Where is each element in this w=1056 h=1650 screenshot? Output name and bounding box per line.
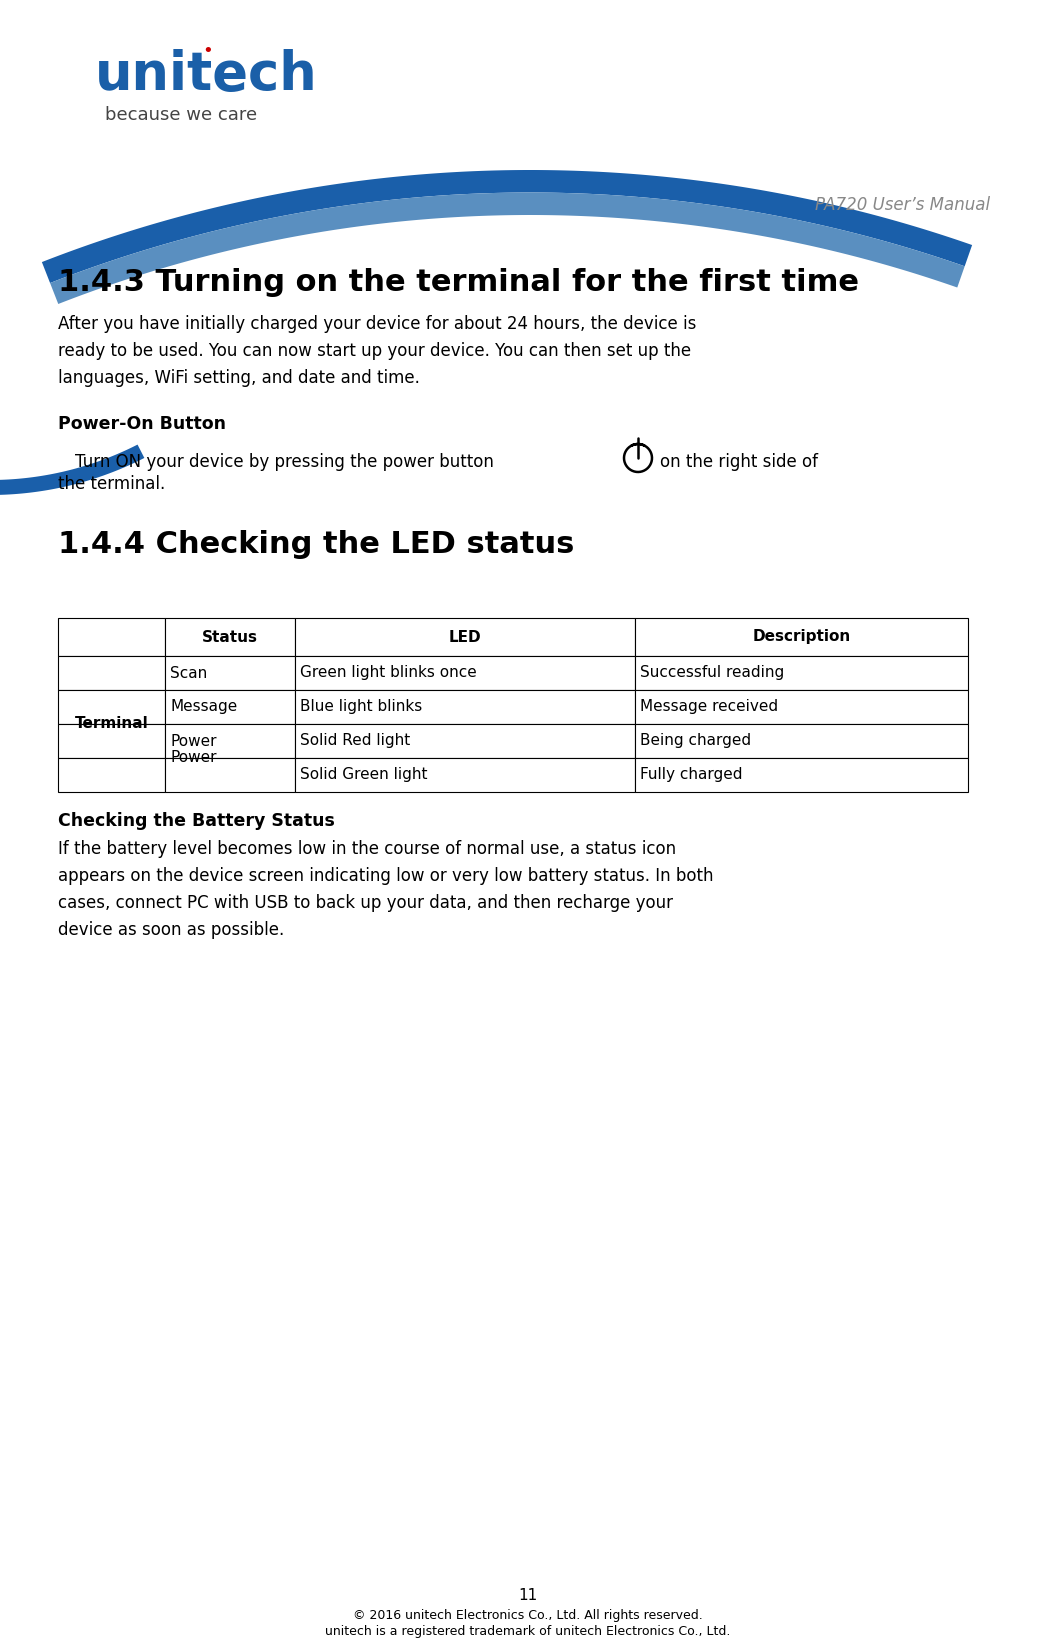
Bar: [58, 619, 165, 657]
Text: Blue light blinks: Blue light blinks: [300, 700, 422, 714]
Bar: [635, 619, 968, 657]
Text: 1.4.4 Checking the LED status: 1.4.4 Checking the LED status: [58, 530, 574, 559]
Text: Green light blinks once: Green light blinks once: [300, 665, 476, 680]
Text: •: •: [203, 41, 213, 59]
Bar: [58, 657, 165, 690]
Text: Power: Power: [170, 751, 216, 766]
Text: Scan: Scan: [170, 665, 207, 680]
Bar: [635, 724, 968, 757]
Bar: [165, 657, 295, 690]
Bar: [58, 724, 165, 757]
Bar: [635, 657, 968, 690]
Text: LED: LED: [449, 630, 482, 645]
Text: Being charged: Being charged: [640, 734, 751, 749]
Text: If the battery level becomes low in the course of normal use, a status icon
appe: If the battery level becomes low in the …: [58, 840, 714, 939]
Text: 11: 11: [518, 1587, 538, 1602]
Text: Terminal: Terminal: [75, 716, 149, 731]
Polygon shape: [50, 193, 965, 304]
Bar: [295, 657, 635, 690]
Text: © 2016 unitech Electronics Co., Ltd. All rights reserved.: © 2016 unitech Electronics Co., Ltd. All…: [353, 1609, 703, 1622]
Text: Successful reading: Successful reading: [640, 665, 785, 680]
Text: Turn ON your device by pressing the power button: Turn ON your device by pressing the powe…: [75, 454, 494, 470]
Text: After you have initially charged your device for about 24 hours, the device is
r: After you have initially charged your de…: [58, 315, 696, 388]
Bar: [295, 724, 635, 757]
Text: Message: Message: [170, 700, 238, 714]
Text: Power: Power: [170, 734, 216, 749]
Text: Power-On Button: Power-On Button: [58, 416, 226, 432]
Text: Status: Status: [202, 630, 258, 645]
Bar: [165, 724, 295, 757]
Text: Solid Red light: Solid Red light: [300, 734, 410, 749]
Text: on the right side of: on the right side of: [660, 454, 818, 470]
Text: 1.4.3 Turning on the terminal for the first time: 1.4.3 Turning on the terminal for the fi…: [58, 267, 859, 297]
Text: Fully charged: Fully charged: [640, 767, 742, 782]
Bar: [58, 690, 165, 724]
Bar: [165, 690, 295, 724]
Text: unitech is a registered trademark of unitech Electronics Co., Ltd.: unitech is a registered trademark of uni…: [325, 1625, 731, 1638]
Text: Checking the Battery Status: Checking the Battery Status: [58, 812, 335, 830]
Text: Description: Description: [752, 630, 851, 645]
Text: unitech: unitech: [95, 50, 318, 101]
Bar: [295, 690, 635, 724]
Text: Message received: Message received: [640, 700, 778, 714]
Text: Solid Green light: Solid Green light: [300, 767, 428, 782]
Bar: [165, 757, 295, 792]
Bar: [635, 757, 968, 792]
Text: because we care: because we care: [105, 106, 257, 124]
Bar: [635, 690, 968, 724]
Bar: [165, 619, 295, 657]
Polygon shape: [0, 417, 145, 495]
Bar: [58, 757, 165, 792]
Bar: [295, 757, 635, 792]
Bar: [295, 619, 635, 657]
Polygon shape: [42, 170, 973, 284]
Text: the terminal.: the terminal.: [58, 475, 165, 493]
Text: PA720 User’s Manual: PA720 User’s Manual: [815, 196, 991, 214]
